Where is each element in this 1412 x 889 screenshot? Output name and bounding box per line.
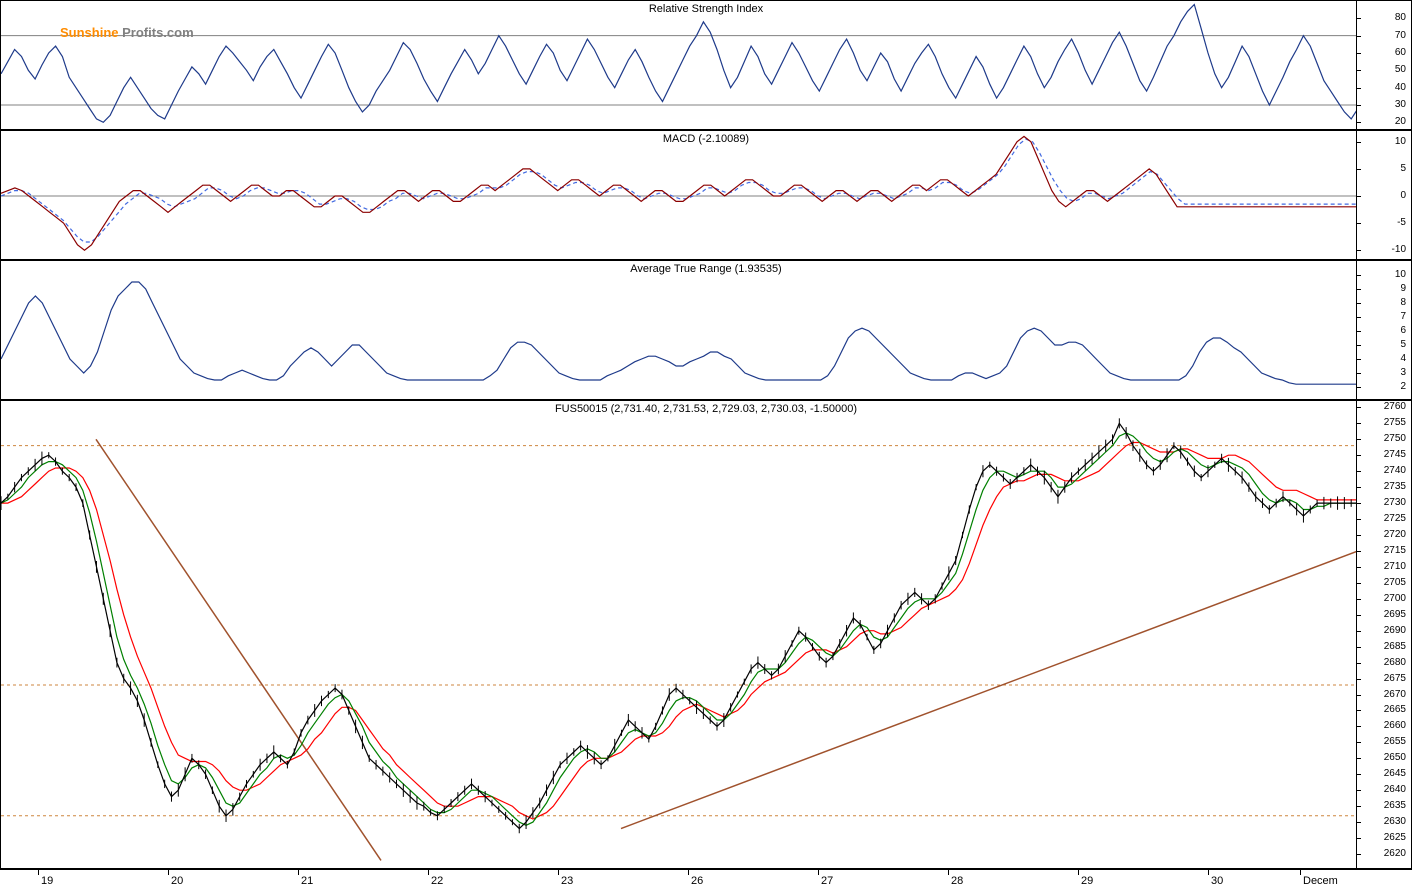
y-tick-label: 2660	[1384, 720, 1406, 731]
y-tick-label: 2675	[1384, 673, 1406, 684]
y-tick-label: 2740	[1384, 465, 1406, 476]
y-tick-label: 10	[1395, 269, 1406, 280]
y-tick-label: 2650	[1384, 752, 1406, 763]
y-tick-label: 70	[1395, 30, 1406, 41]
y-tick-label: 2700	[1384, 593, 1406, 604]
y-tick-label: 7	[1400, 311, 1406, 322]
y-tick-label: 2670	[1384, 689, 1406, 700]
x-tick-label: 20	[171, 875, 183, 887]
atr-yaxis: 2 3 4 5 6 7 8 9 10	[1356, 261, 1411, 399]
atr-chart	[1, 261, 1358, 401]
price-chart	[1, 401, 1358, 870]
y-tick-label: -10	[1392, 244, 1406, 255]
y-tick-label: 2665	[1384, 704, 1406, 715]
macd-yaxis: -10 -5 0 5 10	[1356, 131, 1411, 259]
rsi-panel: Relative Strength Index 20304050607080	[0, 0, 1412, 130]
y-tick-label: 5	[1400, 339, 1406, 350]
y-tick-label: 2715	[1384, 545, 1406, 556]
y-tick-label: 2730	[1384, 497, 1406, 508]
macd-chart	[1, 131, 1358, 261]
x-tick-label: 23	[561, 875, 573, 887]
y-tick-label: 6	[1400, 325, 1406, 336]
y-tick-label: 2690	[1384, 625, 1406, 636]
y-tick-label: 2720	[1384, 529, 1406, 540]
y-tick-label: 4	[1400, 353, 1406, 364]
y-tick-label: 8	[1400, 297, 1406, 308]
x-tick-label: Decem	[1303, 875, 1338, 887]
y-tick-label: 2640	[1384, 784, 1406, 795]
y-tick-label: 5	[1400, 163, 1406, 174]
y-tick-label: 2620	[1384, 848, 1406, 859]
y-tick-label: 9	[1400, 283, 1406, 294]
x-tick-label: 30	[1211, 875, 1223, 887]
watermark: Sunshine Profits.com	[60, 25, 194, 40]
price-panel: FUS50015 (2,731.40, 2,731.53, 2,729.03, …	[0, 400, 1412, 869]
y-tick-label: 10	[1395, 136, 1406, 147]
atr-panel: Average True Range (1.93535) 2345678910	[0, 260, 1412, 400]
y-tick-label: 0	[1400, 190, 1406, 201]
y-tick-label: 2645	[1384, 768, 1406, 779]
x-tick-label: 28	[951, 875, 963, 887]
y-tick-label: 2680	[1384, 657, 1406, 668]
x-tick-label: 29	[1081, 875, 1093, 887]
price-yaxis: 2620 2625 2630 2635 2640 2645 2650 2655 2660 2665…	[1356, 401, 1411, 868]
y-tick-label: 2655	[1384, 736, 1406, 747]
x-tick-label: 21	[301, 875, 313, 887]
y-tick-label: 20	[1395, 116, 1406, 127]
y-tick-label: 2710	[1384, 561, 1406, 572]
macd-panel: MACD (-2.10089) -10-50510	[0, 130, 1412, 260]
rsi-yaxis: 20 30 40 50 60 70 80	[1356, 1, 1411, 129]
y-tick-label: 2755	[1384, 417, 1406, 428]
rsi-chart	[1, 1, 1358, 131]
y-tick-label: 2	[1400, 381, 1406, 392]
y-tick-label: 2635	[1384, 800, 1406, 811]
y-tick-label: 2685	[1384, 641, 1406, 652]
y-tick-label: 3	[1400, 367, 1406, 378]
y-tick-label: 2750	[1384, 433, 1406, 444]
y-tick-label: 2745	[1384, 449, 1406, 460]
y-tick-label: 2735	[1384, 481, 1406, 492]
y-tick-label: 30	[1395, 99, 1406, 110]
y-tick-label: 40	[1395, 82, 1406, 93]
y-tick-label: -5	[1397, 217, 1406, 228]
y-tick-label: 80	[1395, 12, 1406, 23]
y-tick-label: 2725	[1384, 513, 1406, 524]
y-tick-label: 2695	[1384, 609, 1406, 620]
x-tick-label: 27	[821, 875, 833, 887]
x-axis: 19 20 21 22 23 26 27 28 29 30 Decem	[0, 869, 1412, 889]
y-tick-label: 60	[1395, 47, 1406, 58]
y-tick-label: 50	[1395, 64, 1406, 75]
y-tick-label: 2705	[1384, 577, 1406, 588]
y-tick-label: 2630	[1384, 816, 1406, 827]
x-tick-label: 19	[41, 875, 53, 887]
x-tick-label: 26	[691, 875, 703, 887]
y-tick-label: 2625	[1384, 832, 1406, 843]
y-tick-label: 2760	[1384, 401, 1406, 412]
x-tick-label: 22	[431, 875, 443, 887]
